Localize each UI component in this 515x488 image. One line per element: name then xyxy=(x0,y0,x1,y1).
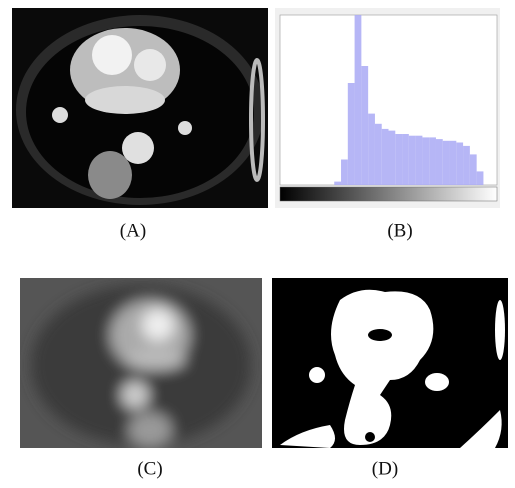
histogram-bar xyxy=(402,134,409,185)
histogram-bar xyxy=(450,141,457,185)
panel-label: (A) xyxy=(120,220,146,241)
panel-label: (B) xyxy=(387,220,412,241)
mask-image xyxy=(272,278,508,448)
histogram-bar xyxy=(375,124,382,185)
histogram-bar xyxy=(463,146,470,185)
histogram-bar xyxy=(341,160,348,186)
histogram-bar xyxy=(361,66,368,185)
histogram-bar xyxy=(348,83,355,185)
histogram-bar xyxy=(470,154,477,185)
histogram-bar xyxy=(443,141,450,185)
histogram-bar xyxy=(429,137,436,185)
histogram-bar xyxy=(382,129,389,185)
histogram-bar xyxy=(355,15,362,185)
histogram-bar xyxy=(422,137,429,185)
histogram-bar xyxy=(436,139,443,185)
panel-label: (D) xyxy=(372,458,398,479)
figure: (A) (B) (C) (D) xyxy=(0,0,515,488)
histogram-bar xyxy=(368,114,375,185)
histogram-bar xyxy=(477,171,484,185)
histogram-bar xyxy=(416,136,423,185)
panel-label: (C) xyxy=(137,458,162,479)
histogram-bar xyxy=(334,182,341,185)
ct-image xyxy=(12,8,268,208)
histogram-bar xyxy=(389,131,396,185)
histogram-bar xyxy=(395,134,402,185)
histogram-bar xyxy=(409,136,416,185)
blurred-image xyxy=(20,278,262,448)
histogram-bar xyxy=(456,143,463,186)
